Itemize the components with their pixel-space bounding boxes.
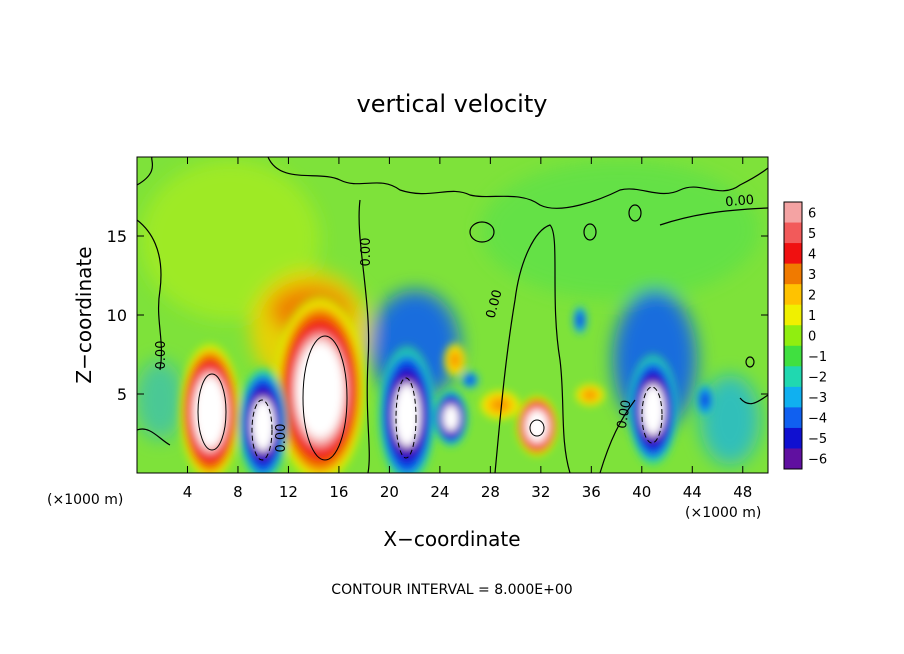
colorbar-level-label: 6	[808, 206, 816, 221]
colorbar-level-label: 1	[808, 309, 816, 324]
colorbar-swatch	[784, 448, 802, 470]
downdraft-core-1	[237, 365, 289, 473]
colorbar-swatch	[784, 407, 802, 429]
zero-contour-right	[659, 207, 768, 226]
x-axis-label: X−coordinate	[383, 527, 520, 551]
zero-contour-labels: 0.00 0.00 0.00 0.00 0.00 0.00	[154, 193, 755, 453]
colorbar-swatch	[784, 202, 802, 224]
chart-title: vertical velocity	[357, 90, 548, 118]
colorbar-level-label: 2	[808, 288, 816, 303]
zero-contour-bottom-right	[599, 394, 768, 473]
y-tick-label: 10	[107, 306, 127, 325]
minor-updraft-3	[574, 383, 606, 407]
zero-contour-label: 0.00	[615, 399, 635, 430]
zero-contour-top	[137, 157, 768, 209]
field-band-upper-right	[480, 160, 760, 300]
zero-contour-left	[137, 219, 163, 371]
colorbar-swatch	[784, 243, 802, 265]
zero-contour-loop-3	[628, 204, 642, 222]
colorbar-swatch	[784, 304, 802, 326]
core-contour-1	[197, 373, 227, 451]
zero-contour-label: 0.00	[359, 238, 374, 267]
y-axis: 5 10 15	[107, 227, 768, 404]
x-axis: 4 8 12 16 20 24 28 32 36 40 44 48	[183, 157, 752, 501]
y-tick-label: 5	[117, 385, 127, 404]
x-tick-label: 40	[632, 483, 651, 501]
colorbar-level-label: 4	[808, 247, 816, 262]
zero-contour-low-left	[137, 428, 171, 446]
downdraft-core-4	[627, 352, 679, 468]
colorbar-level-label: −1	[808, 350, 827, 365]
core-contour-5	[395, 377, 417, 459]
colorbar-swatch	[784, 345, 802, 367]
x-tick-label: 44	[683, 483, 702, 501]
x-tick-label: 32	[531, 483, 550, 501]
colorbar-level-label: 5	[808, 227, 816, 242]
colorbar-swatch	[784, 366, 802, 388]
zero-contour-column	[494, 224, 571, 473]
core-contour-3	[529, 419, 545, 437]
updraft-core-3	[515, 394, 559, 458]
zero-contour-label: 0.00	[274, 424, 289, 453]
colorbar-level-label: −4	[808, 412, 827, 427]
x-tick-label: 24	[430, 483, 449, 501]
contour-interval-footer: CONTOUR INTERVAL = 8.000E+00	[331, 582, 572, 598]
zero-contour-loop-1	[469, 221, 495, 243]
x-tick-label: 36	[582, 483, 601, 501]
x-unit-label-right: (×1000 m)	[685, 505, 761, 521]
plot-area: 0.00 0.00 0.00 0.00 0.00 0.00	[137, 157, 768, 473]
minor-updraft-1	[443, 342, 467, 378]
downdraft-halo-low	[137, 360, 185, 440]
minor-downdraft-2	[572, 304, 588, 336]
zero-contour-label: 0.00	[154, 341, 169, 370]
y-axis-label: Z−coordinate	[72, 246, 96, 383]
core-contour-4	[251, 399, 273, 461]
colorbar-swatch	[784, 325, 802, 347]
zero-contour-mid	[358, 199, 370, 473]
core-contour-6	[641, 386, 663, 444]
minor-downdraft-3	[460, 370, 480, 390]
zero-contour-label: 0.00	[484, 288, 506, 320]
zero-contour-label: 0.00	[725, 193, 755, 210]
minor-downdraft-1	[695, 382, 715, 418]
downdraft-core-2	[377, 343, 437, 473]
colorbar-level-label: −2	[808, 371, 827, 386]
x-tick-label: 28	[481, 483, 500, 501]
x-tick-label: 48	[733, 483, 752, 501]
x-tick-label: 8	[233, 483, 243, 501]
x-tick-label: 4	[183, 483, 193, 501]
colorbar-swatch	[784, 263, 802, 285]
colorbar-swatch	[784, 284, 802, 306]
colorbar-swatch	[784, 222, 802, 244]
colorbar-level-label: −6	[808, 453, 827, 468]
colorbar-level-label: 3	[808, 268, 816, 283]
colorbar: 6 5 4 3 2 1 0 −1 −2 −3 −4 −5 −6	[783, 201, 827, 470]
x-tick-label: 16	[329, 483, 348, 501]
core-contour-2	[302, 335, 348, 461]
zero-contour-loop-2	[583, 223, 597, 241]
x-unit-label-left: (×1000 m)	[47, 492, 123, 508]
field-band-upper-left	[140, 160, 320, 320]
colorbar-frame	[783, 201, 803, 470]
colorbar-level-label: 0	[808, 330, 816, 345]
downdraft-core-3	[433, 388, 469, 448]
minor-updraft-2	[478, 389, 522, 421]
colorbar-level-label: −3	[808, 391, 827, 406]
x-tick-label: 20	[380, 483, 399, 501]
core-contours	[197, 335, 663, 461]
zero-contours	[137, 157, 768, 473]
colorbar-swatch	[784, 386, 802, 408]
downdraft-halo-far-right	[700, 375, 760, 465]
y-tick-label: 15	[107, 227, 127, 246]
updraft-core-1	[178, 340, 242, 473]
colorbar-level-label: −5	[808, 432, 827, 447]
x-tick-label: 12	[279, 483, 298, 501]
zero-contour-loop-4	[745, 356, 755, 368]
colorbar-swatch	[784, 427, 802, 449]
